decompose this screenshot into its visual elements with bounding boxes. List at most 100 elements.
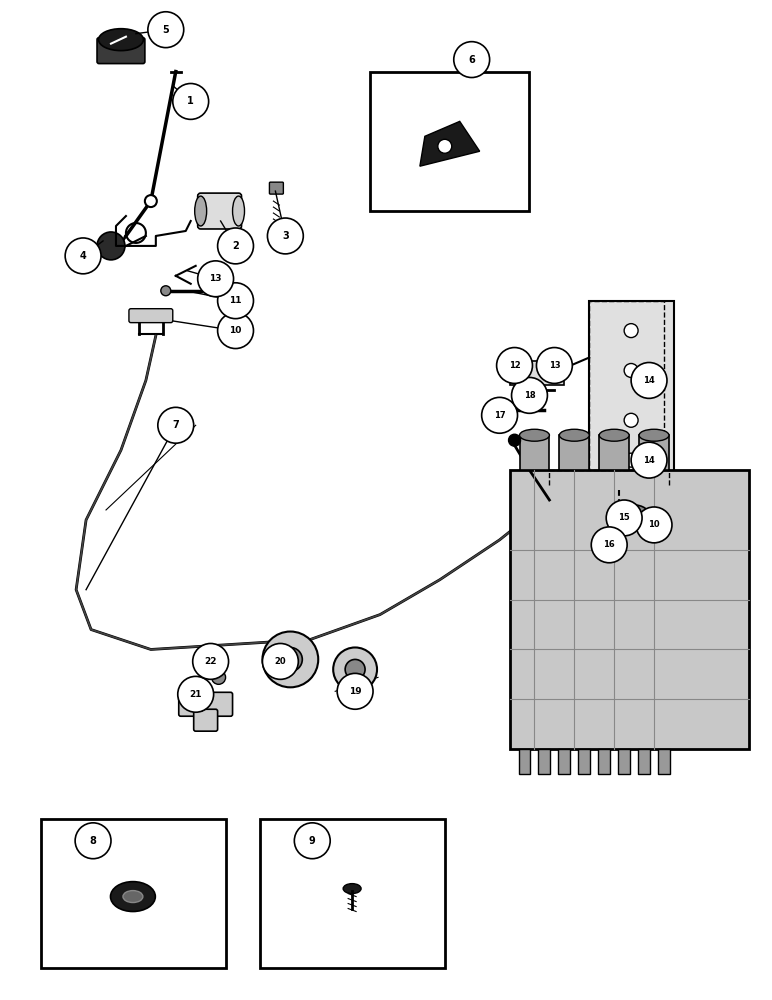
Circle shape bbox=[438, 139, 452, 153]
Bar bbox=[638, 749, 650, 774]
Bar bbox=[589, 301, 664, 485]
Text: 5: 5 bbox=[162, 25, 169, 35]
Circle shape bbox=[218, 313, 253, 349]
FancyBboxPatch shape bbox=[179, 692, 232, 716]
Text: 12: 12 bbox=[509, 361, 520, 370]
Ellipse shape bbox=[110, 882, 155, 912]
Text: 7: 7 bbox=[172, 420, 179, 430]
Bar bbox=[520, 435, 550, 470]
Text: 16: 16 bbox=[604, 540, 615, 549]
Circle shape bbox=[218, 283, 253, 319]
Circle shape bbox=[178, 676, 214, 712]
Text: 18: 18 bbox=[523, 391, 535, 400]
Text: 15: 15 bbox=[618, 513, 630, 522]
Ellipse shape bbox=[99, 29, 144, 51]
Text: 14: 14 bbox=[643, 376, 655, 385]
Circle shape bbox=[624, 363, 638, 377]
FancyBboxPatch shape bbox=[97, 38, 145, 64]
Circle shape bbox=[148, 12, 184, 48]
Bar bbox=[41, 819, 225, 968]
Circle shape bbox=[454, 42, 489, 78]
Bar bbox=[538, 749, 550, 774]
Bar bbox=[560, 435, 589, 470]
Text: 11: 11 bbox=[229, 296, 242, 305]
Circle shape bbox=[65, 238, 101, 274]
Circle shape bbox=[631, 362, 667, 398]
FancyBboxPatch shape bbox=[269, 182, 283, 194]
Text: 6: 6 bbox=[469, 55, 475, 65]
Circle shape bbox=[145, 195, 157, 207]
FancyBboxPatch shape bbox=[129, 309, 173, 323]
Polygon shape bbox=[609, 506, 629, 524]
Text: 1: 1 bbox=[188, 96, 194, 106]
Ellipse shape bbox=[344, 884, 361, 894]
Bar bbox=[598, 749, 610, 774]
Text: 21: 21 bbox=[189, 690, 202, 699]
Circle shape bbox=[267, 218, 303, 254]
Text: 9: 9 bbox=[309, 836, 316, 846]
Circle shape bbox=[496, 348, 533, 383]
Bar bbox=[510, 470, 749, 749]
Circle shape bbox=[212, 670, 225, 684]
Ellipse shape bbox=[619, 505, 649, 525]
Ellipse shape bbox=[599, 429, 629, 441]
Polygon shape bbox=[420, 121, 479, 166]
Bar bbox=[260, 819, 445, 968]
Circle shape bbox=[337, 673, 373, 709]
Text: 19: 19 bbox=[349, 687, 361, 696]
Circle shape bbox=[75, 823, 111, 859]
Text: 2: 2 bbox=[232, 241, 239, 251]
Ellipse shape bbox=[639, 429, 669, 441]
Text: 13: 13 bbox=[549, 361, 560, 370]
Text: 20: 20 bbox=[275, 657, 286, 666]
Circle shape bbox=[503, 404, 516, 416]
Circle shape bbox=[537, 348, 572, 383]
FancyBboxPatch shape bbox=[198, 193, 242, 229]
Bar bbox=[618, 749, 630, 774]
Circle shape bbox=[262, 632, 318, 687]
Circle shape bbox=[193, 643, 229, 679]
Text: 17: 17 bbox=[494, 411, 506, 420]
Circle shape bbox=[294, 823, 330, 859]
Bar bbox=[510, 361, 564, 385]
Circle shape bbox=[636, 507, 672, 543]
Bar bbox=[578, 749, 591, 774]
Text: 3: 3 bbox=[282, 231, 289, 241]
Bar bbox=[370, 72, 530, 211]
Ellipse shape bbox=[560, 429, 589, 441]
Circle shape bbox=[161, 286, 171, 296]
Bar bbox=[658, 749, 670, 774]
Ellipse shape bbox=[123, 891, 143, 903]
Circle shape bbox=[198, 261, 234, 297]
Circle shape bbox=[279, 647, 303, 671]
Text: 22: 22 bbox=[205, 657, 217, 666]
Text: 13: 13 bbox=[209, 274, 222, 283]
Bar bbox=[599, 435, 629, 470]
Circle shape bbox=[262, 643, 298, 679]
FancyBboxPatch shape bbox=[194, 709, 218, 731]
Circle shape bbox=[606, 500, 642, 536]
Ellipse shape bbox=[195, 196, 207, 226]
Circle shape bbox=[97, 232, 125, 260]
Circle shape bbox=[157, 407, 194, 443]
Circle shape bbox=[345, 659, 365, 679]
Bar bbox=[519, 749, 530, 774]
Circle shape bbox=[624, 453, 638, 467]
Circle shape bbox=[334, 647, 377, 691]
Circle shape bbox=[624, 324, 638, 338]
Circle shape bbox=[591, 527, 627, 563]
Circle shape bbox=[512, 377, 547, 413]
Text: 10: 10 bbox=[648, 520, 660, 529]
Circle shape bbox=[173, 84, 208, 119]
Ellipse shape bbox=[520, 429, 550, 441]
Text: 4: 4 bbox=[80, 251, 86, 261]
Circle shape bbox=[624, 413, 638, 427]
Ellipse shape bbox=[232, 196, 245, 226]
Circle shape bbox=[631, 442, 667, 478]
Bar bbox=[589, 301, 674, 480]
Text: 10: 10 bbox=[229, 326, 242, 335]
Circle shape bbox=[482, 397, 517, 433]
Circle shape bbox=[218, 228, 253, 264]
Circle shape bbox=[509, 434, 520, 446]
Bar bbox=[639, 435, 669, 470]
